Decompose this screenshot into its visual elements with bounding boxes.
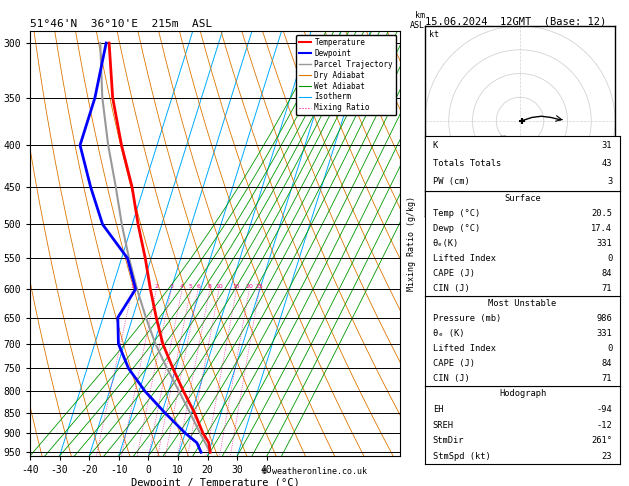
Text: 331: 331 <box>596 239 612 248</box>
Text: 25: 25 <box>255 284 264 289</box>
Text: Totals Totals: Totals Totals <box>433 159 501 168</box>
Text: CIN (J): CIN (J) <box>433 284 470 293</box>
Text: CIN (J): CIN (J) <box>433 374 470 383</box>
X-axis label: Dewpoint / Temperature (°C): Dewpoint / Temperature (°C) <box>131 478 299 486</box>
Text: 31: 31 <box>602 140 612 150</box>
Text: 4: 4 <box>180 284 184 289</box>
Text: © weatheronline.co.uk: © weatheronline.co.uk <box>262 467 367 476</box>
Legend: Temperature, Dewpoint, Parcel Trajectory, Dry Adiabat, Wet Adiabat, Isotherm, Mi: Temperature, Dewpoint, Parcel Trajectory… <box>296 35 396 115</box>
Text: StmSpd (kt): StmSpd (kt) <box>433 451 491 461</box>
Text: PW (cm): PW (cm) <box>433 177 470 186</box>
Text: 10: 10 <box>215 284 223 289</box>
Text: LCL: LCL <box>433 451 447 460</box>
Text: 10: 10 <box>499 135 507 140</box>
Text: 71: 71 <box>602 284 612 293</box>
Text: CAPE (J): CAPE (J) <box>433 269 475 278</box>
Text: -94: -94 <box>596 405 612 414</box>
Text: Dewp (°C): Dewp (°C) <box>433 224 480 233</box>
Text: CAPE (J): CAPE (J) <box>433 359 475 368</box>
Text: 84: 84 <box>602 269 612 278</box>
Text: 3: 3 <box>607 177 612 186</box>
Text: 20: 20 <box>245 284 253 289</box>
Text: Most Unstable: Most Unstable <box>488 299 557 308</box>
Text: km
ASL: km ASL <box>410 11 425 30</box>
Text: Mixing Ratio (g/kg): Mixing Ratio (g/kg) <box>408 196 416 291</box>
Text: θₑ(K): θₑ(K) <box>433 239 459 248</box>
Text: Surface: Surface <box>504 194 541 203</box>
Text: 84: 84 <box>602 359 612 368</box>
Text: Hodograph: Hodograph <box>499 389 546 399</box>
Text: Temp (°C): Temp (°C) <box>433 209 480 218</box>
Text: K: K <box>433 140 438 150</box>
Text: SREH: SREH <box>433 420 454 430</box>
Text: 0: 0 <box>607 344 612 353</box>
Text: 15: 15 <box>233 284 240 289</box>
Text: Pressure (mb): Pressure (mb) <box>433 314 501 323</box>
Text: 1: 1 <box>131 284 135 289</box>
Text: kt: kt <box>429 30 439 39</box>
Text: StmDir: StmDir <box>433 436 464 445</box>
Text: 2: 2 <box>155 284 159 289</box>
Text: 15.06.2024  12GMT  (Base: 12): 15.06.2024 12GMT (Base: 12) <box>425 16 606 26</box>
Text: -12: -12 <box>596 420 612 430</box>
Text: 30: 30 <box>466 169 474 174</box>
Text: 0: 0 <box>607 254 612 263</box>
Text: EH: EH <box>433 405 443 414</box>
Text: 23: 23 <box>602 451 612 461</box>
Text: 17.4: 17.4 <box>591 224 612 233</box>
Text: 20: 20 <box>482 152 490 157</box>
Text: Lifted Index: Lifted Index <box>433 344 496 353</box>
Text: Lifted Index: Lifted Index <box>433 254 496 263</box>
Text: 6: 6 <box>196 284 200 289</box>
Text: 986: 986 <box>596 314 612 323</box>
Text: 71: 71 <box>602 374 612 383</box>
Text: 20.5: 20.5 <box>591 209 612 218</box>
Text: θₑ (K): θₑ (K) <box>433 329 464 338</box>
Text: 261°: 261° <box>591 436 612 445</box>
Text: 3: 3 <box>169 284 173 289</box>
Text: 8: 8 <box>208 284 212 289</box>
Text: 51°46'N  36°10'E  215m  ASL: 51°46'N 36°10'E 215m ASL <box>30 19 212 29</box>
Text: 43: 43 <box>602 159 612 168</box>
Text: 5: 5 <box>189 284 192 289</box>
Text: 331: 331 <box>596 329 612 338</box>
